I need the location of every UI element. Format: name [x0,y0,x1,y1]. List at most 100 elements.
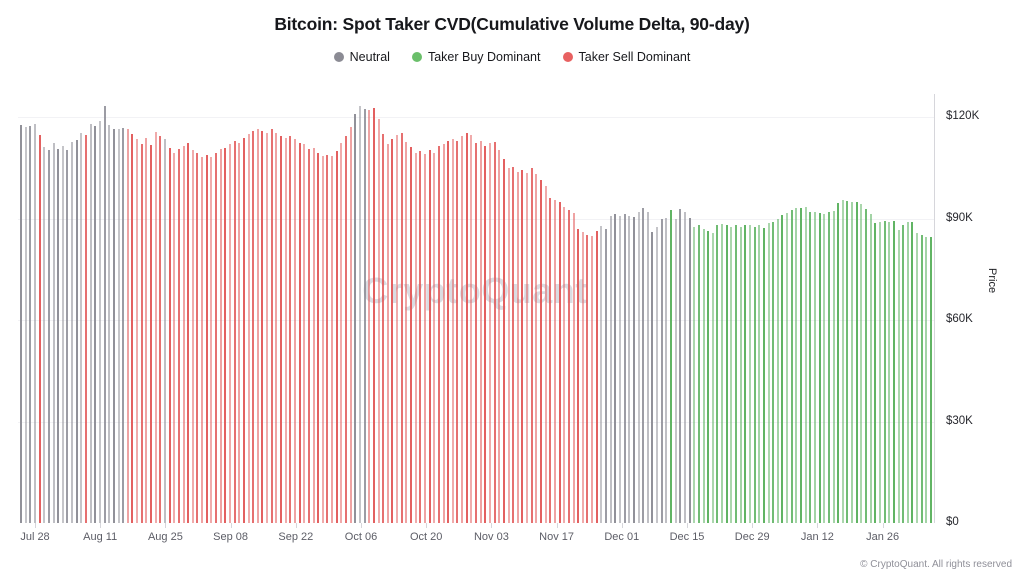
x-axis-tick-label: Nov 17 [539,531,575,543]
price-bar [702,229,705,523]
x-axis-tick-label: Nov 03 [473,531,509,543]
price-bar [512,166,515,523]
y-axis-tick-label: $0 [946,516,959,528]
x-axis-tick-label: Oct 20 [409,531,443,543]
price-bar [163,139,166,523]
price-bar [85,135,87,523]
price-bar [140,144,143,523]
price-bar [298,142,301,523]
price-bar [321,156,324,523]
price-bar [80,133,83,523]
price-bar [892,220,895,523]
price-bar [20,125,22,523]
y-axis-tick-label: $120K [946,110,980,122]
price-bar [535,173,538,523]
x-axis-tick-label: Jan 12 [800,531,834,543]
price-bar [442,144,445,523]
price-bar [507,168,510,523]
price-bar [122,127,125,523]
price-bar [61,146,64,523]
price-bar [642,207,645,523]
price-bar [433,152,436,523]
price-bar [303,144,306,523]
price-bar [795,207,798,523]
price-bar [553,199,556,523]
price-bar [252,130,255,523]
price-bar [925,236,928,523]
price-bar [335,151,338,523]
price-bar [920,235,923,523]
price-bar [447,141,450,523]
price-bar [47,150,50,523]
price-bar [465,132,468,523]
price-bar [813,211,816,523]
price-bar [591,236,594,523]
price-bar [150,144,152,523]
price-bar [201,156,204,523]
x-axis-tick [361,523,362,528]
price-bar [781,215,784,523]
price-bar [730,226,733,523]
price-bar [739,226,742,523]
price-bar [233,141,236,523]
price-bar [29,125,32,523]
price-bar [516,171,519,523]
price-bar [331,156,334,523]
price-bar [247,134,250,523]
price-bar [498,150,501,523]
price-bar [614,214,617,523]
x-axis-tick [621,523,623,528]
price-bar [707,230,710,523]
price-bar [33,124,36,523]
price-bar [312,147,315,523]
price-bar [540,180,543,523]
price-bar [38,134,41,523]
price-bar [275,132,278,523]
price-bar [66,150,69,523]
price-bar [526,173,529,523]
price-bar [697,225,700,523]
price-bar [266,132,269,523]
price-bar [437,145,440,523]
price-bar [205,154,208,523]
price-bar [827,211,830,523]
price-bar [98,120,101,523]
price-bar [354,113,357,523]
price-bar [758,225,761,523]
legend-item-neutral[interactable]: Neutral [333,50,390,64]
price-bar [725,225,728,523]
price-bar [623,214,626,523]
price-bar [363,108,366,523]
price-bar [391,139,394,523]
x-axis-tick-label: Oct 06 [344,531,378,543]
price-bar [721,223,724,523]
price-bar [419,150,422,523]
price-bar [544,186,547,523]
x-axis-tick [100,523,102,528]
price-bar [665,217,668,523]
price-bar [488,143,491,523]
sell-dot-icon [562,52,573,62]
price-bar [493,142,496,523]
price-bar [786,213,789,523]
price-bar [173,153,176,523]
price-bar [776,218,779,523]
price-bar [605,229,608,523]
price-bar [572,213,575,523]
legend-item-taker-buy[interactable]: Taker Buy Dominant [411,50,541,64]
price-bar [790,210,793,523]
legend-item-taker-sell[interactable]: Taker Sell Dominant [562,50,690,64]
price-bar [224,147,227,523]
price-bar [423,154,426,523]
bars-layer [18,90,935,523]
price-bar [651,232,654,523]
price-bar [270,129,273,523]
price-bar [767,223,770,523]
price-bar [800,208,803,523]
price-bar [451,139,454,523]
chart-plot-area[interactable]: Jul 28 Aug 11 Aug 25 Sep 08 Sep 22 Oct 06 Oct … [18,90,935,543]
price-bar [345,135,347,523]
price-bar [475,143,477,523]
neutral-dot-icon [333,52,344,62]
